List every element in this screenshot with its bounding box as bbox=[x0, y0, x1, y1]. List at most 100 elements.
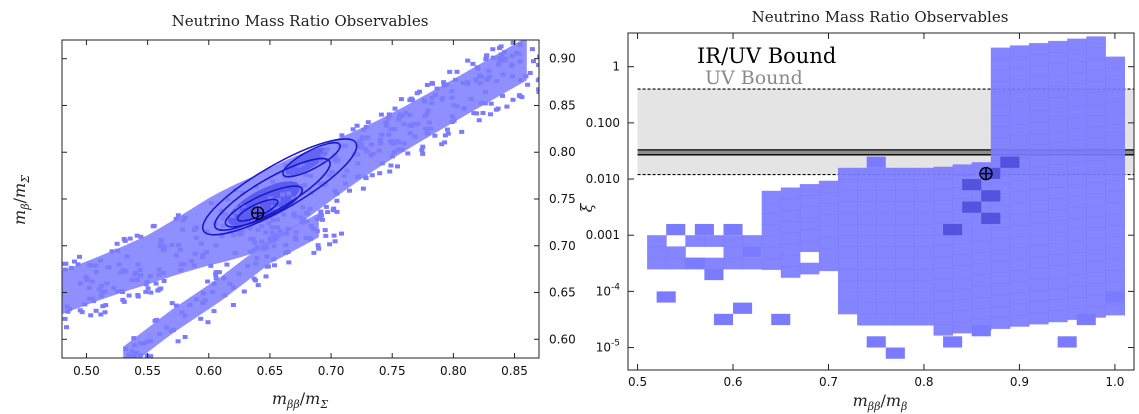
right-density-cell bbox=[1009, 146, 1030, 159]
left-density-cell bbox=[208, 201, 214, 205]
left-density-cell bbox=[517, 59, 523, 64]
right-density-cell bbox=[666, 223, 686, 236]
left-density-cell bbox=[65, 309, 71, 314]
left-density-cell bbox=[160, 271, 166, 275]
left-density-cell bbox=[330, 208, 336, 213]
left-contour-line bbox=[224, 185, 303, 228]
left-density-cell bbox=[449, 95, 455, 100]
left-density-cell bbox=[453, 77, 458, 82]
right-density-cell bbox=[1029, 110, 1049, 123]
left-density-cell bbox=[251, 247, 257, 252]
left-density-cell bbox=[84, 278, 90, 282]
right-density-cell bbox=[1086, 227, 1106, 239]
right-density-cell bbox=[723, 257, 744, 270]
right-density-cell bbox=[1048, 265, 1068, 278]
left-density-cell bbox=[441, 83, 447, 88]
left-density-cell bbox=[293, 230, 299, 235]
right-density-cell bbox=[971, 297, 992, 309]
left-density-cell bbox=[93, 308, 99, 313]
left-density-cell bbox=[182, 335, 188, 339]
left-density-cell bbox=[200, 300, 206, 305]
left-density-cell bbox=[269, 225, 275, 230]
left-density-cell bbox=[64, 325, 69, 330]
right-density-cell bbox=[1105, 168, 1125, 181]
right-density-cell bbox=[1029, 267, 1049, 280]
left-density-cell bbox=[211, 281, 217, 286]
left-density-cell bbox=[454, 104, 460, 109]
right-density-cell bbox=[1048, 142, 1068, 154]
left-density-cell bbox=[482, 101, 488, 106]
left-density-cell bbox=[449, 120, 455, 124]
right-density-cell bbox=[1048, 243, 1068, 255]
left-density-cell bbox=[220, 211, 225, 216]
left-density-cell bbox=[376, 148, 382, 153]
right-density-cell bbox=[818, 225, 839, 238]
left-density-cell bbox=[361, 127, 367, 132]
right-density-cell bbox=[857, 246, 877, 259]
left-density-cell bbox=[72, 259, 77, 264]
left-density-cell bbox=[344, 168, 350, 173]
left-density-cell bbox=[169, 243, 175, 247]
left-density-cell bbox=[392, 127, 397, 131]
right-density-cell bbox=[933, 166, 954, 179]
right-density-cell bbox=[1048, 40, 1068, 53]
left-density-cell bbox=[236, 271, 242, 276]
right-density-cell bbox=[933, 189, 954, 201]
right-density-cell bbox=[1009, 124, 1030, 136]
left-density-cell bbox=[275, 206, 280, 211]
left-density-cell bbox=[407, 113, 413, 118]
left-density-cell bbox=[203, 250, 209, 254]
left-density-cell bbox=[476, 118, 482, 123]
right-density-cell bbox=[971, 240, 992, 253]
left-density-cell bbox=[193, 297, 199, 302]
left-density-cell bbox=[420, 144, 426, 149]
left-density-cell bbox=[82, 302, 88, 307]
right-density-cell bbox=[990, 193, 1011, 206]
left-density-cell bbox=[119, 289, 124, 294]
left-density-cell bbox=[332, 153, 338, 158]
left-density-core bbox=[227, 181, 300, 227]
left-density-cell bbox=[332, 239, 338, 244]
left-density-cell bbox=[500, 93, 505, 98]
left-density-cell bbox=[286, 191, 292, 196]
left-density-cell bbox=[318, 209, 324, 214]
left-y-tick-label: 0.60 bbox=[549, 332, 576, 346]
right-density-cell bbox=[733, 302, 753, 314]
left-density-cell bbox=[253, 184, 259, 189]
left-density-cell bbox=[198, 316, 204, 321]
left-best-fit-marker bbox=[250, 206, 265, 220]
right-x-ticks: 0.5 0.6 0.7 0.8 0.9 1.0 bbox=[628, 33, 1124, 389]
left-density-cell bbox=[193, 235, 199, 240]
left-density-cell bbox=[383, 120, 389, 125]
left-density-cell bbox=[432, 92, 438, 97]
right-density-cell bbox=[914, 313, 934, 326]
right-density-cell bbox=[838, 179, 858, 191]
right-density-cell bbox=[685, 257, 705, 269]
left-density-cell bbox=[213, 243, 219, 248]
left-density-cell bbox=[320, 153, 326, 158]
left-density-cell bbox=[210, 290, 216, 294]
left-density-cell bbox=[123, 347, 129, 352]
left-density-cell bbox=[483, 57, 489, 62]
right-density-cell bbox=[1086, 47, 1106, 60]
left-density-cell bbox=[62, 267, 68, 272]
right-density-cell bbox=[990, 81, 1011, 93]
left-density-cell bbox=[510, 97, 516, 102]
left-density-cell bbox=[420, 151, 426, 156]
left-density-cell bbox=[308, 174, 313, 178]
right-density-cell bbox=[1067, 173, 1087, 186]
left-density-cell bbox=[148, 354, 154, 358]
right-density-cell bbox=[818, 214, 839, 227]
left-density-cell bbox=[341, 174, 347, 178]
right-density-cell bbox=[647, 257, 667, 270]
right-density-cell bbox=[1067, 49, 1087, 62]
left-density-cell bbox=[291, 214, 297, 219]
right-density-cell bbox=[1067, 252, 1087, 264]
right-density-cell bbox=[876, 190, 896, 202]
left-density-cell bbox=[527, 71, 533, 75]
left-density-cell bbox=[377, 138, 383, 142]
right-density-cell bbox=[1009, 157, 1030, 170]
left-density-cell bbox=[359, 142, 365, 147]
left-density-cell bbox=[412, 134, 418, 139]
left-density-cell bbox=[67, 307, 72, 312]
